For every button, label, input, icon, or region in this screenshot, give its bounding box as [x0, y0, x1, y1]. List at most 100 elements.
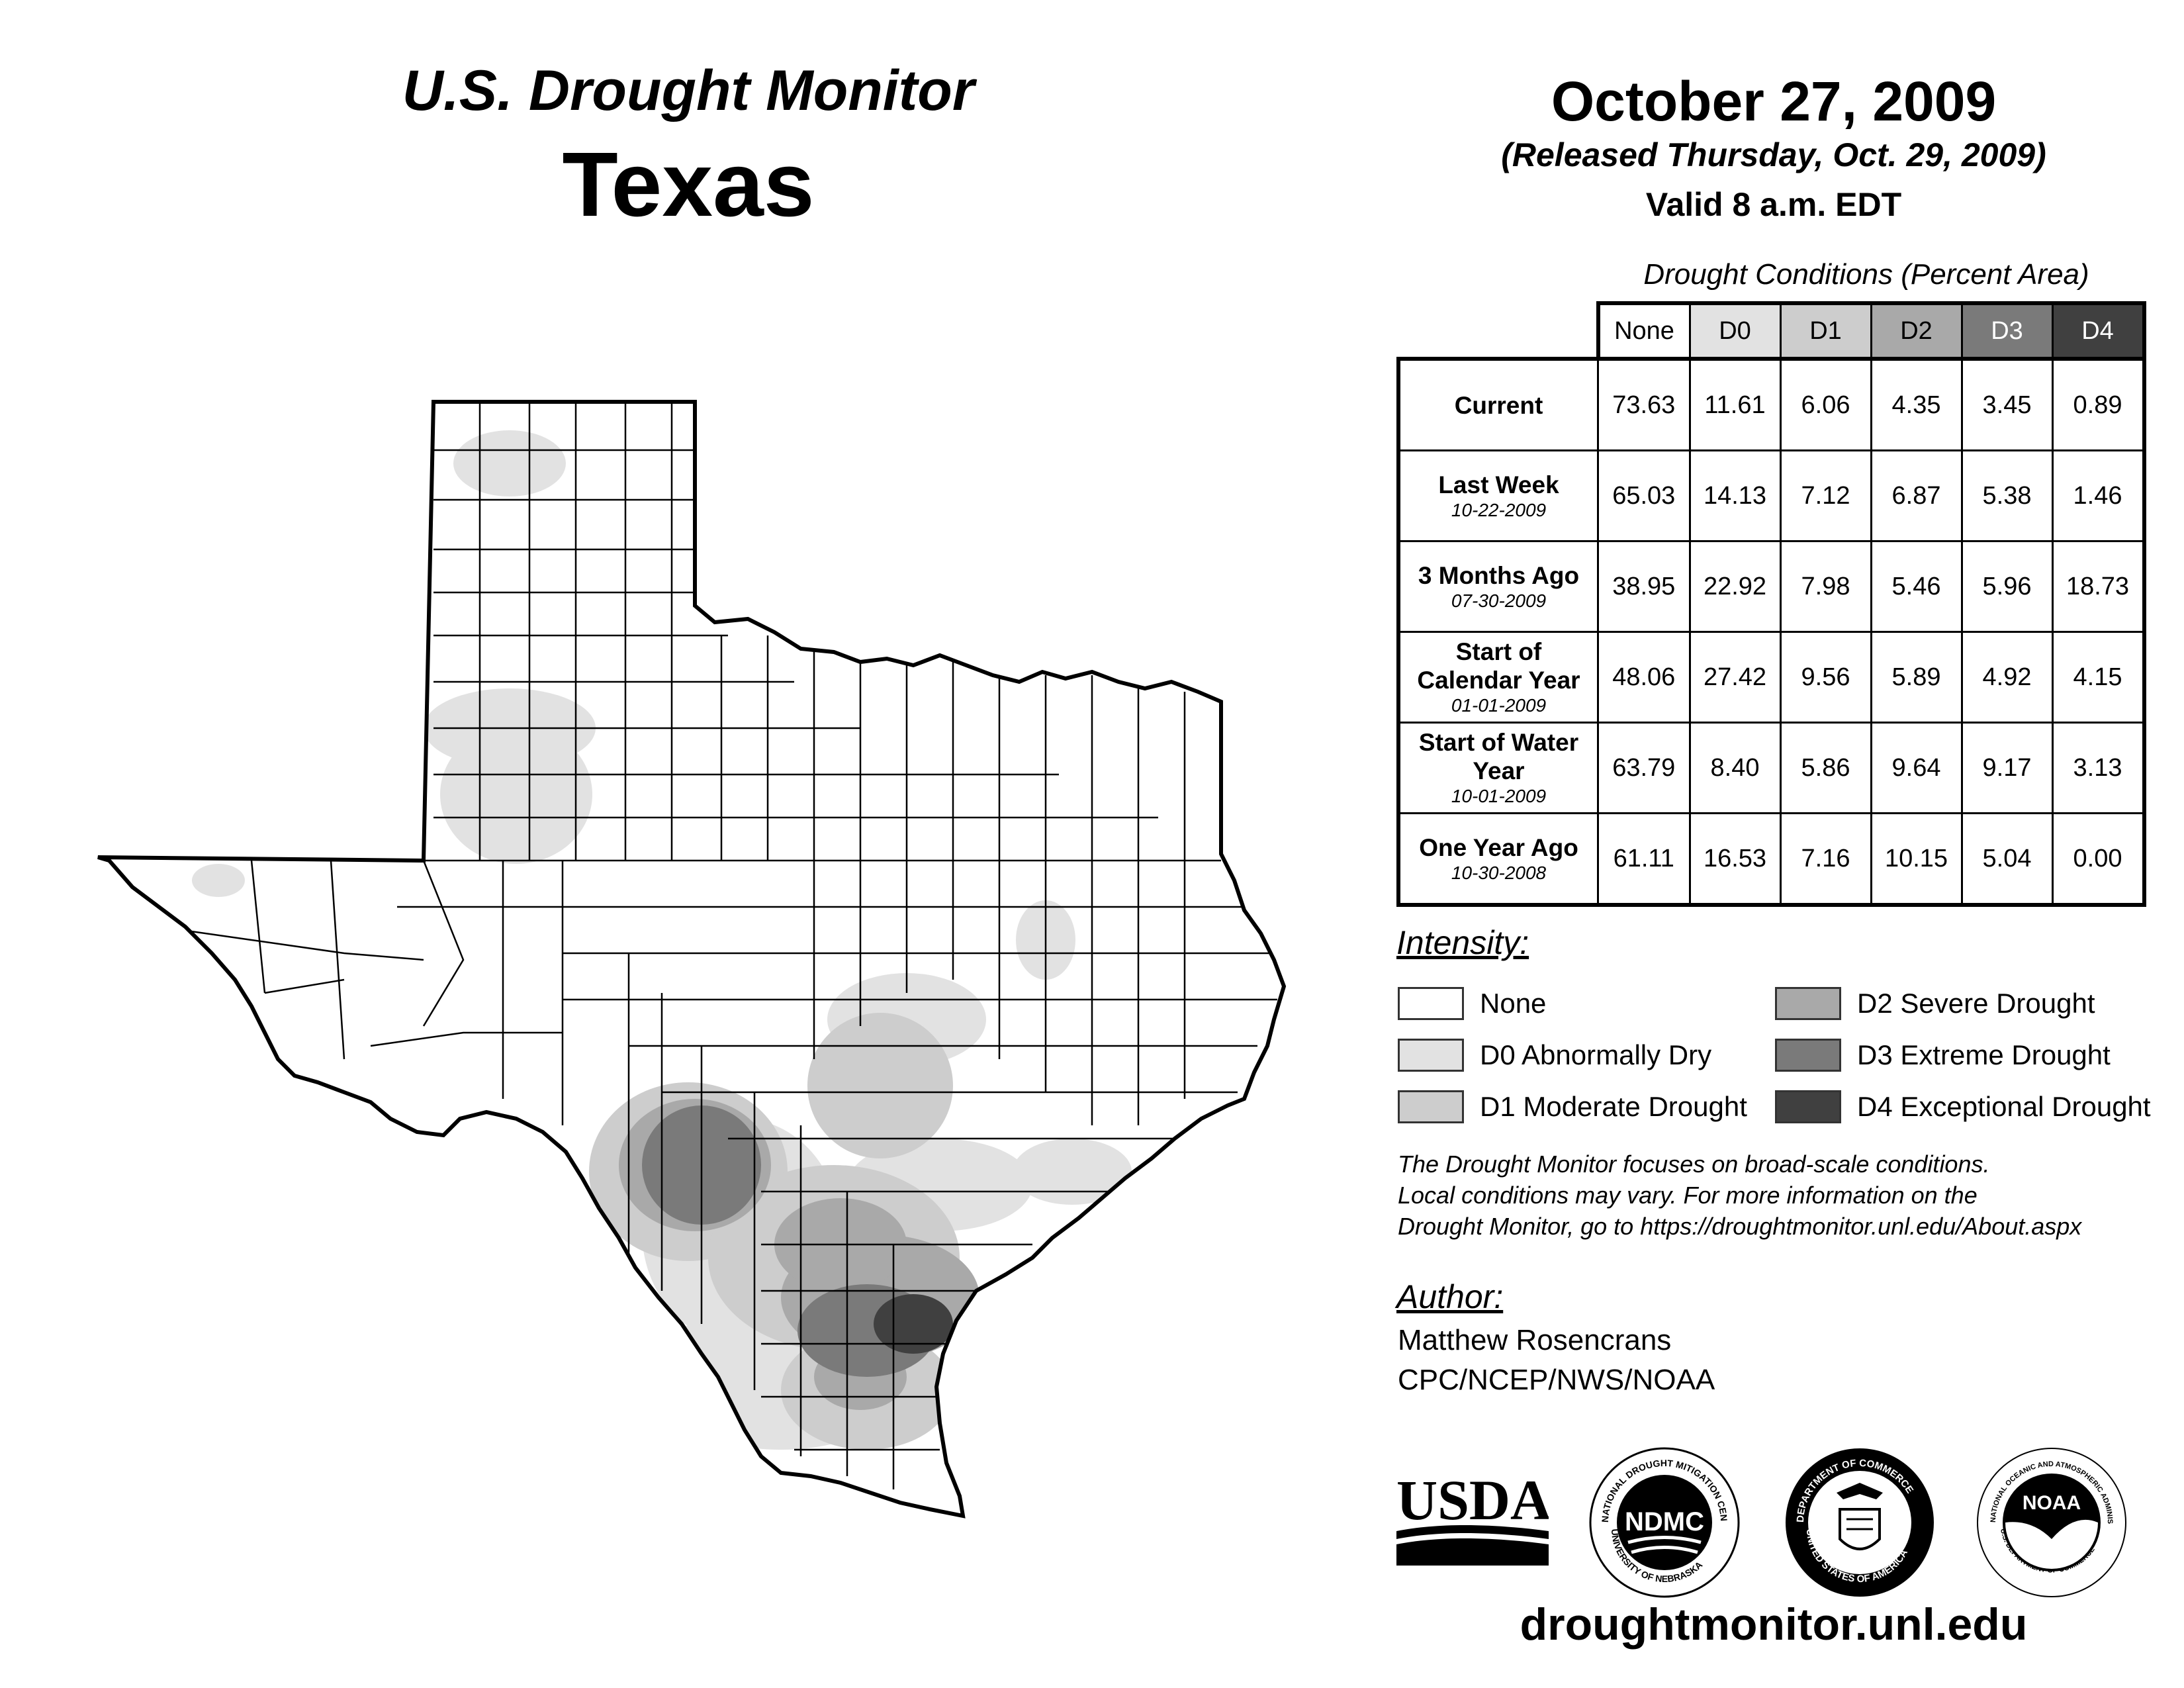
- row-date: 07-30-2009: [1451, 590, 1547, 611]
- column-header-d3: D3: [1960, 301, 2054, 360]
- legend-item: D3 Extreme Drought: [1775, 1037, 2111, 1074]
- cell-d4: 1.46: [2051, 449, 2146, 542]
- legend-swatch: [1775, 1039, 1841, 1072]
- ndmc-logo: NATIONAL DROUGHT MITIGATION CENTER UNIVE…: [1588, 1446, 1740, 1598]
- legend-swatch: [1398, 1039, 1464, 1072]
- legend-item: D4 Exceptional Drought: [1775, 1088, 2151, 1125]
- cell-d0: 22.92: [1688, 540, 1782, 633]
- legend-label: D1 Moderate Drought: [1480, 1091, 1747, 1122]
- author-name: Matthew Rosencrans: [1398, 1324, 1672, 1356]
- cell-d3: 5.96: [1960, 540, 2054, 633]
- author-title: Author:: [1396, 1278, 1504, 1315]
- table-row-start-of-water-year: Start of Water Year 10-01-2009 63.79 8.40 5.…: [1396, 722, 2146, 814]
- cell-d2: 5.89: [1870, 631, 1963, 724]
- legend-label: D0 Abnormally Dry: [1480, 1039, 1712, 1070]
- cell-none: 65.03: [1597, 449, 1691, 542]
- row-label: Current: [1396, 357, 1599, 451]
- row-label: Start of Water Year 10-01-2009: [1396, 722, 1599, 814]
- cell-d0: 8.40: [1688, 722, 1782, 814]
- note-line-3: Drought Monitor, go to https://droughtmo…: [1398, 1213, 2082, 1240]
- release-date: (Released Thursday, Oct. 29, 2009): [1501, 136, 2046, 173]
- legend-swatch: [1398, 1090, 1464, 1123]
- cell-d2: 9.64: [1870, 722, 1963, 814]
- state-title: Texas: [562, 134, 815, 236]
- row-date: 10-30-2008: [1451, 862, 1547, 883]
- table-row-3-months-ago: 3 Months Ago 07-30-2009 38.95 22.92 7.98 5.46…: [1396, 540, 2146, 633]
- county-lines: [158, 402, 1277, 1489]
- legend-swatch: [1775, 1090, 1841, 1123]
- drought-conditions-table: None D0 D1 D2 D3 D4 Current 73.63 11.61 6.0…: [1396, 301, 2146, 907]
- column-header-d1: D1: [1779, 301, 1872, 360]
- table-row-start-of-calendar-year: Start of Calendar Year 01-01-2009 48.06 27.…: [1396, 631, 2146, 724]
- legend-item: D1 Moderate Drought: [1398, 1088, 1747, 1125]
- table-row-current: Current 73.63 11.61 6.06 4.35 3.45 0.89: [1396, 357, 2146, 451]
- cell-none: 38.95: [1597, 540, 1691, 633]
- commerce-seal: DEPARTMENT OF COMMERCE UNITED STATES OF …: [1786, 1448, 1934, 1597]
- cell-d1: 7.16: [1779, 812, 1872, 907]
- cell-d2: 5.46: [1870, 540, 1963, 633]
- d4-areas: [874, 1294, 953, 1354]
- legend-swatch: [1398, 987, 1464, 1020]
- cell-d3: 5.04: [1960, 812, 2054, 907]
- cell-d3: 4.92: [1960, 631, 2054, 724]
- column-header-d0: D0: [1688, 301, 1782, 360]
- cell-d2: 10.15: [1870, 812, 1963, 907]
- legend-item: D0 Abnormally Dry: [1398, 1037, 1711, 1074]
- column-header-d2: D2: [1870, 301, 1963, 360]
- row-date: 01-01-2009: [1451, 695, 1547, 716]
- cell-d1: 7.98: [1779, 540, 1872, 633]
- cell-d0: 27.42: [1688, 631, 1782, 724]
- row-label: Last Week 10-22-2009: [1396, 449, 1599, 542]
- cell-d4: 0.89: [2051, 357, 2146, 451]
- row-label-text: One Year Ago: [1419, 833, 1578, 861]
- legend-item: None: [1398, 985, 1546, 1022]
- cell-d1: 6.06: [1779, 357, 1872, 451]
- note-line-1: The Drought Monitor focuses on broad-sca…: [1398, 1150, 1990, 1178]
- cell-none: 48.06: [1597, 631, 1691, 724]
- noaa-logo: NATIONAL OCEANIC AND ATMOSPHERIC ADMINIS…: [1976, 1446, 2126, 1597]
- legend-item: D2 Severe Drought: [1775, 985, 2095, 1022]
- website-url[interactable]: droughtmonitor.unl.edu: [1520, 1599, 2028, 1650]
- legend-swatch: [1775, 987, 1841, 1020]
- cell-d1: 5.86: [1779, 722, 1872, 814]
- product-title: U.S. Drought Monitor: [402, 59, 975, 122]
- row-label-text: Start of Water Year: [1418, 729, 1579, 784]
- cell-none: 63.79: [1597, 722, 1691, 814]
- map-date: October 27, 2009: [1551, 70, 1997, 132]
- cell-none: 61.11: [1597, 812, 1691, 907]
- cell-d1: 9.56: [1779, 631, 1872, 724]
- usda-logo-text: USDA: [1396, 1468, 1549, 1532]
- table-corner: [1398, 303, 1598, 359]
- cell-d4: 0.00: [2051, 812, 2146, 907]
- noaa-logo-text: NOAA: [2023, 1492, 2081, 1514]
- row-label-text: Current: [1454, 391, 1543, 419]
- row-date: 10-01-2009: [1451, 786, 1547, 806]
- author-org: CPC/NCEP/NWS/NOAA: [1398, 1364, 1715, 1396]
- row-label-text: Last Week: [1438, 471, 1559, 498]
- table-header-row: None D0 D1 D2 D3 D4: [1398, 301, 2146, 360]
- cell-d3: 9.17: [1960, 722, 2054, 814]
- usda-logo: USDA: [1396, 1468, 1549, 1566]
- table-caption: Drought Conditions (Percent Area): [1643, 258, 2089, 291]
- cell-d3: 5.38: [1960, 449, 2054, 542]
- cell-d4: 4.15: [2051, 631, 2146, 724]
- row-label-text: Start of Calendar Year: [1417, 638, 1580, 694]
- note-line-2: Local conditions may vary. For more info…: [1398, 1182, 1978, 1209]
- legend-label: D3 Extreme Drought: [1857, 1039, 2111, 1070]
- column-header-none: None: [1596, 301, 1691, 360]
- cell-d1: 7.12: [1779, 449, 1872, 542]
- cell-d4: 18.73: [2051, 540, 2146, 633]
- legend-title: Intensity:: [1396, 924, 1529, 961]
- row-label: 3 Months Ago 07-30-2009: [1396, 540, 1599, 633]
- row-label: One Year Ago 10-30-2008: [1396, 812, 1599, 907]
- row-label: Start of Calendar Year 01-01-2009: [1396, 631, 1599, 724]
- cell-d3: 3.45: [1960, 357, 2054, 451]
- legend-label: D4 Exceptional Drought: [1857, 1091, 2151, 1122]
- cell-d0: 14.13: [1688, 449, 1782, 542]
- cell-d2: 4.35: [1870, 357, 1963, 451]
- texas-drought-map: [0, 0, 1324, 1622]
- row-date: 10-22-2009: [1451, 499, 1547, 520]
- column-header-d4: D4: [2051, 301, 2146, 360]
- row-label-text: 3 Months Ago: [1418, 561, 1580, 589]
- table-row-last-week: Last Week 10-22-2009 65.03 14.13 7.12 6.87 5.3…: [1396, 449, 2146, 542]
